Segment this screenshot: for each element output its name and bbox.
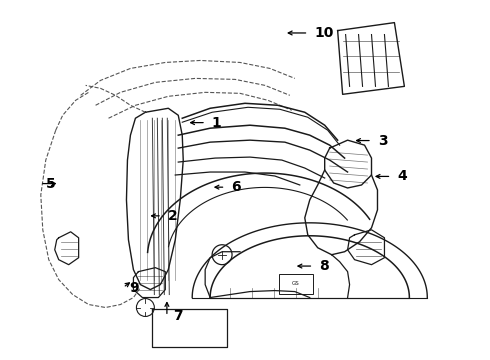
Text: 9: 9 xyxy=(129,280,139,294)
Text: 6: 6 xyxy=(231,180,241,194)
Text: 8: 8 xyxy=(319,259,329,273)
Text: 1: 1 xyxy=(212,116,221,130)
Text: 2: 2 xyxy=(168,209,178,223)
Text: 10: 10 xyxy=(315,26,334,40)
Text: 7: 7 xyxy=(173,309,182,323)
Text: 3: 3 xyxy=(378,134,388,148)
Text: 5: 5 xyxy=(46,177,56,190)
Text: 4: 4 xyxy=(397,170,407,183)
Text: GS: GS xyxy=(292,281,300,286)
